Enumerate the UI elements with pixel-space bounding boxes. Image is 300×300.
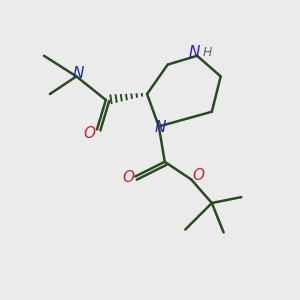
Text: O: O [84, 126, 96, 141]
Text: N: N [154, 120, 166, 135]
Text: N: N [72, 66, 83, 81]
Text: O: O [122, 170, 134, 185]
Text: H: H [203, 46, 212, 59]
Text: N: N [188, 45, 200, 60]
Text: O: O [193, 168, 205, 183]
